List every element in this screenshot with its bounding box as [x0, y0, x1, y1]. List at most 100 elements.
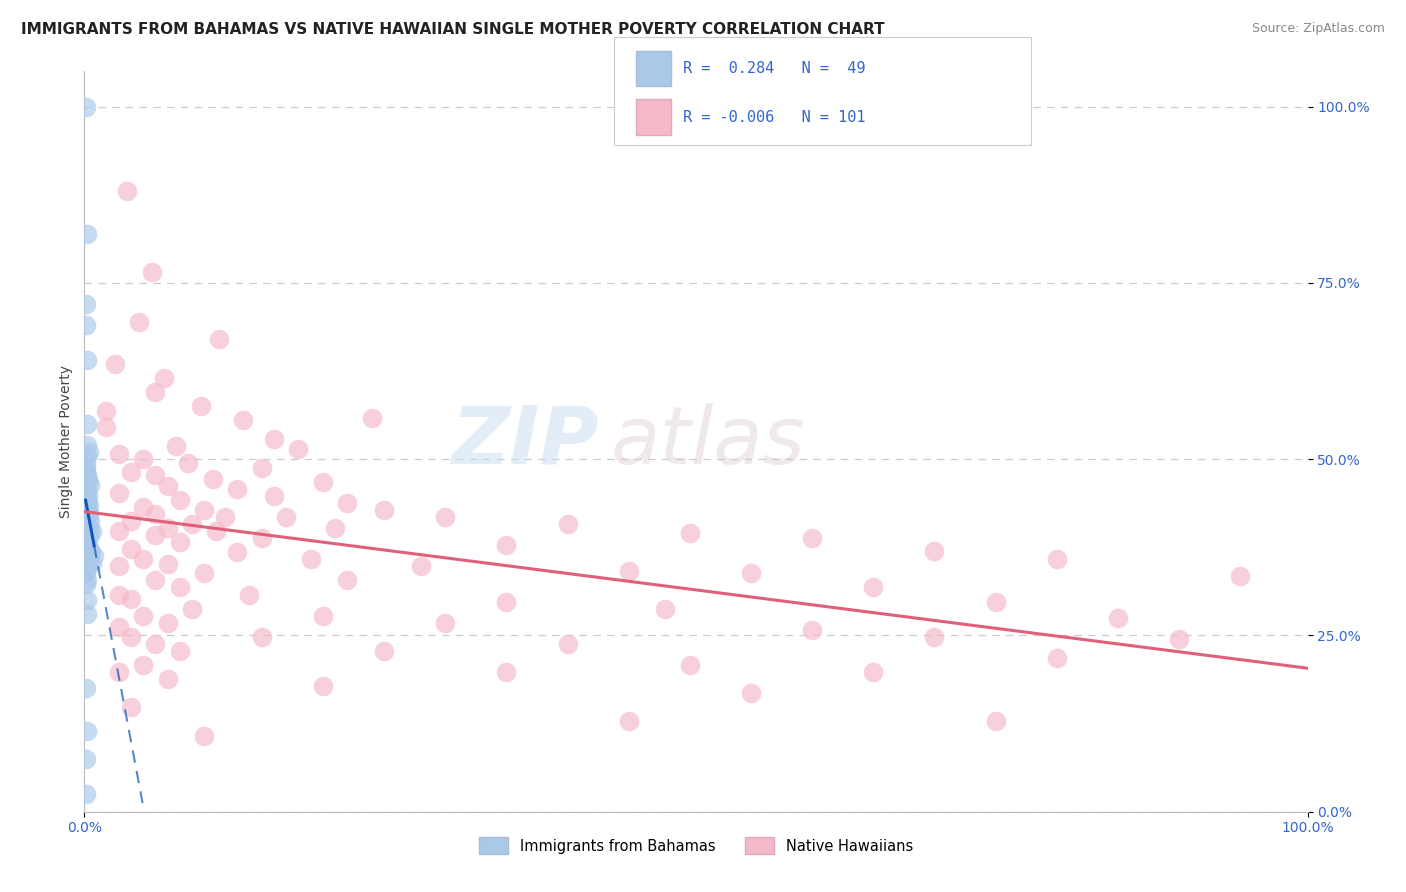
- Point: [75, 752, 97, 766]
- Point: [107, 486, 129, 500]
- Point: [143, 507, 166, 521]
- Point: [96, 404, 118, 418]
- Point: [156, 557, 179, 571]
- Text: IMMIGRANTS FROM BAHAMAS VS NATIVE HAWAIIAN SINGLE MOTHER POVERTY CORRELATION CHA: IMMIGRANTS FROM BAHAMAS VS NATIVE HAWAII…: [21, 22, 884, 37]
- Point: [214, 510, 236, 524]
- Point: [120, 591, 142, 606]
- Point: [434, 510, 457, 524]
- Point: [75, 482, 97, 496]
- Point: [120, 514, 142, 528]
- Point: [1168, 632, 1191, 646]
- Text: R =  0.284   N =  49: R = 0.284 N = 49: [683, 62, 866, 77]
- Point: [190, 399, 212, 413]
- Point: [107, 620, 129, 634]
- Text: Source: ZipAtlas.com: Source: ZipAtlas.com: [1251, 22, 1385, 36]
- Point: [143, 574, 166, 588]
- Point: [76, 227, 98, 241]
- Point: [495, 538, 517, 552]
- Point: [132, 552, 155, 566]
- Point: [801, 531, 824, 545]
- Point: [143, 385, 166, 400]
- Point: [165, 440, 187, 454]
- Point: [76, 723, 98, 738]
- Point: [156, 521, 179, 535]
- Point: [181, 516, 204, 531]
- Point: [79, 552, 101, 566]
- Point: [79, 478, 101, 492]
- Point: [79, 514, 101, 528]
- Point: [76, 417, 98, 431]
- Point: [205, 524, 228, 538]
- Point: [75, 460, 97, 475]
- Point: [984, 714, 1007, 729]
- Point: [1046, 552, 1069, 566]
- Point: [77, 496, 100, 510]
- Point: [557, 516, 579, 531]
- Point: [232, 413, 254, 427]
- Point: [679, 658, 702, 673]
- Point: [75, 297, 97, 311]
- Point: [82, 556, 104, 570]
- Point: [862, 665, 884, 679]
- Legend: Immigrants from Bahamas, Native Hawaiians: Immigrants from Bahamas, Native Hawaiian…: [474, 831, 918, 860]
- Point: [76, 492, 98, 507]
- Point: [557, 637, 579, 651]
- Text: R = -0.006   N = 101: R = -0.006 N = 101: [683, 110, 866, 125]
- Point: [83, 549, 105, 563]
- Point: [740, 566, 762, 581]
- Y-axis label: Single Mother Poverty: Single Mother Poverty: [59, 365, 73, 518]
- Point: [107, 588, 129, 602]
- Point: [373, 503, 395, 517]
- Point: [76, 516, 98, 531]
- Point: [156, 672, 179, 686]
- Point: [132, 452, 155, 467]
- Point: [76, 485, 98, 500]
- Point: [141, 265, 163, 279]
- Point: [75, 318, 97, 333]
- Point: [120, 465, 142, 479]
- Point: [156, 479, 179, 493]
- Point: [373, 644, 395, 658]
- Point: [169, 581, 191, 595]
- Point: [862, 581, 884, 595]
- Point: [250, 531, 273, 545]
- Point: [75, 100, 97, 114]
- Point: [75, 787, 97, 801]
- Point: [77, 520, 100, 534]
- Point: [76, 574, 98, 588]
- Point: [107, 446, 129, 460]
- Point: [323, 521, 346, 535]
- Point: [143, 528, 166, 542]
- Point: [208, 332, 231, 346]
- Point: [617, 714, 640, 729]
- Point: [409, 559, 432, 574]
- Point: [169, 644, 191, 658]
- Point: [495, 594, 517, 608]
- Point: [226, 482, 249, 496]
- Point: [250, 460, 273, 475]
- Point: [76, 607, 98, 622]
- Point: [1229, 568, 1251, 582]
- Point: [76, 510, 98, 524]
- Point: [107, 524, 129, 538]
- Point: [75, 681, 97, 696]
- Point: [80, 545, 103, 559]
- Point: [250, 630, 273, 644]
- Point: [654, 601, 676, 615]
- Point: [924, 544, 946, 558]
- Point: [679, 526, 702, 541]
- Point: [128, 315, 150, 329]
- Point: [120, 542, 142, 557]
- Point: [238, 588, 260, 602]
- Point: [201, 472, 224, 486]
- Point: [76, 353, 98, 368]
- Point: [76, 472, 98, 486]
- Point: [132, 608, 155, 623]
- Point: [75, 534, 97, 549]
- Point: [360, 411, 382, 425]
- Point: [1107, 611, 1129, 625]
- Point: [76, 559, 98, 574]
- Point: [76, 593, 98, 607]
- Point: [76, 531, 98, 545]
- Point: [276, 510, 298, 524]
